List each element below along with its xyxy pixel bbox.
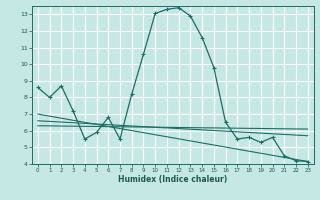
X-axis label: Humidex (Indice chaleur): Humidex (Indice chaleur) <box>118 175 228 184</box>
